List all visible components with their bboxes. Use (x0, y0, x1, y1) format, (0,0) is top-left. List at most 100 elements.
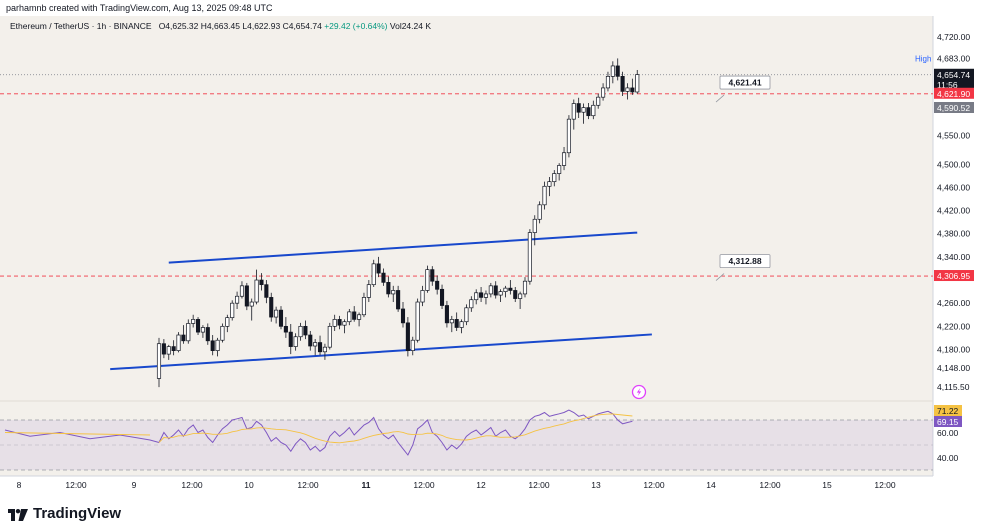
annotation-label: 4,312.88 (728, 256, 761, 266)
candle (615, 58, 620, 81)
candle (430, 266, 435, 286)
candle-body (361, 297, 367, 316)
candle-body (215, 339, 220, 351)
candle-body (469, 299, 474, 309)
candle (400, 302, 406, 328)
candle (235, 291, 240, 309)
channel-layer (110, 231, 652, 371)
candle (601, 83, 606, 101)
candle (195, 317, 201, 336)
time-tick-label: 12:00 (297, 480, 319, 490)
tradingview-brand[interactable]: TradingView (8, 505, 121, 522)
price-tick-label: 4,420.00 (937, 206, 970, 216)
candle-body (327, 325, 332, 348)
price-tick-label: 4,115.50 (937, 382, 970, 392)
chart-area[interactable]: 4,621.414,312.88 4,720.004,600.004,550.0… (0, 16, 984, 492)
time-tick-label: 12:00 (181, 480, 203, 490)
candle-body (303, 325, 308, 336)
lightning-icon[interactable] (631, 384, 647, 400)
candle (171, 340, 176, 356)
candle-body (522, 280, 528, 295)
candle (230, 300, 235, 321)
candle-body (430, 269, 435, 282)
candle-body (474, 292, 479, 301)
candle (586, 102, 591, 120)
candle-body (254, 279, 259, 303)
candle-body (186, 323, 191, 342)
candle-body (181, 334, 186, 342)
time-tick-label: 11 (362, 480, 371, 490)
candle (283, 317, 288, 338)
price-annotation: 4,312.88 (715, 254, 771, 281)
candle (542, 181, 547, 210)
candle (298, 322, 303, 341)
candle-body (161, 343, 166, 355)
candle-body (610, 65, 615, 77)
candle (386, 276, 391, 298)
footer (0, 492, 984, 532)
price-tick-label: 4,720.00 (937, 32, 970, 42)
candle-body (571, 103, 576, 120)
candle-body (566, 118, 571, 154)
candle-body (576, 103, 581, 113)
rsi-ma-lead-line (4, 432, 151, 436)
price-tick-label: 4,180.00 (937, 344, 970, 354)
candle (454, 312, 459, 331)
time-tick-label: 12:00 (759, 480, 781, 490)
candle (371, 259, 376, 287)
candle-body (620, 75, 625, 92)
candle (220, 323, 225, 343)
candle (635, 69, 640, 94)
candle (225, 314, 230, 333)
candle (620, 71, 625, 97)
rsi-layer (4, 409, 633, 456)
candle (444, 300, 449, 328)
candle (630, 78, 635, 95)
legend-row: Ethereum / TetherUS · 1h · BINANCE O4,62… (10, 21, 431, 31)
candle (352, 306, 357, 322)
candle-body (274, 309, 279, 318)
candle (244, 282, 249, 311)
rsi-lead-line (4, 429, 160, 443)
credit-text: parhamnb created with TradingView.com, A… (6, 3, 273, 13)
candle-body (537, 204, 542, 220)
candle-body (581, 107, 586, 113)
candle (435, 275, 440, 295)
legend-symbol: Ethereum / TetherUS · 1h · BINANCE (10, 21, 152, 31)
candle (156, 337, 162, 388)
time-tick-label: 8 (17, 480, 22, 490)
candle (293, 333, 298, 351)
candle (498, 289, 503, 303)
candlestick-chart[interactable]: 4,621.414,312.88 4,720.004,600.004,550.0… (0, 16, 984, 492)
rsi-value-label: 69.15 (937, 417, 959, 427)
candles-layer (156, 58, 640, 388)
candle (274, 306, 279, 324)
time-axis-pane[interactable] (0, 476, 984, 492)
candle-body (381, 272, 386, 283)
candle-body (415, 301, 420, 341)
candle-body (220, 325, 225, 341)
candle-body (454, 319, 459, 328)
annotation-box (719, 75, 771, 90)
candle-body (493, 285, 498, 296)
time-tick-label: 15 (822, 480, 832, 490)
time-tick-label: 12:00 (874, 480, 896, 490)
candle-body (176, 334, 181, 351)
candle (332, 314, 337, 331)
candle-body (615, 65, 620, 77)
candle (200, 325, 205, 338)
candle-body (586, 107, 591, 117)
countdown-label: 11:56 (937, 80, 958, 90)
candle (518, 291, 523, 309)
candle (347, 308, 352, 326)
candle-body (166, 346, 171, 355)
candle (464, 304, 469, 326)
candle-body (625, 87, 630, 92)
candle-body (357, 314, 362, 320)
candle-body (488, 285, 493, 295)
axis-labels-layer: 4,720.004,600.004,550.004,500.004,460.00… (17, 32, 974, 490)
price-tick-label: 4,550.00 (937, 130, 970, 140)
candle (469, 296, 474, 312)
top-bar: parhamnb created with TradingView.com, A… (0, 0, 984, 16)
candle (449, 315, 454, 333)
